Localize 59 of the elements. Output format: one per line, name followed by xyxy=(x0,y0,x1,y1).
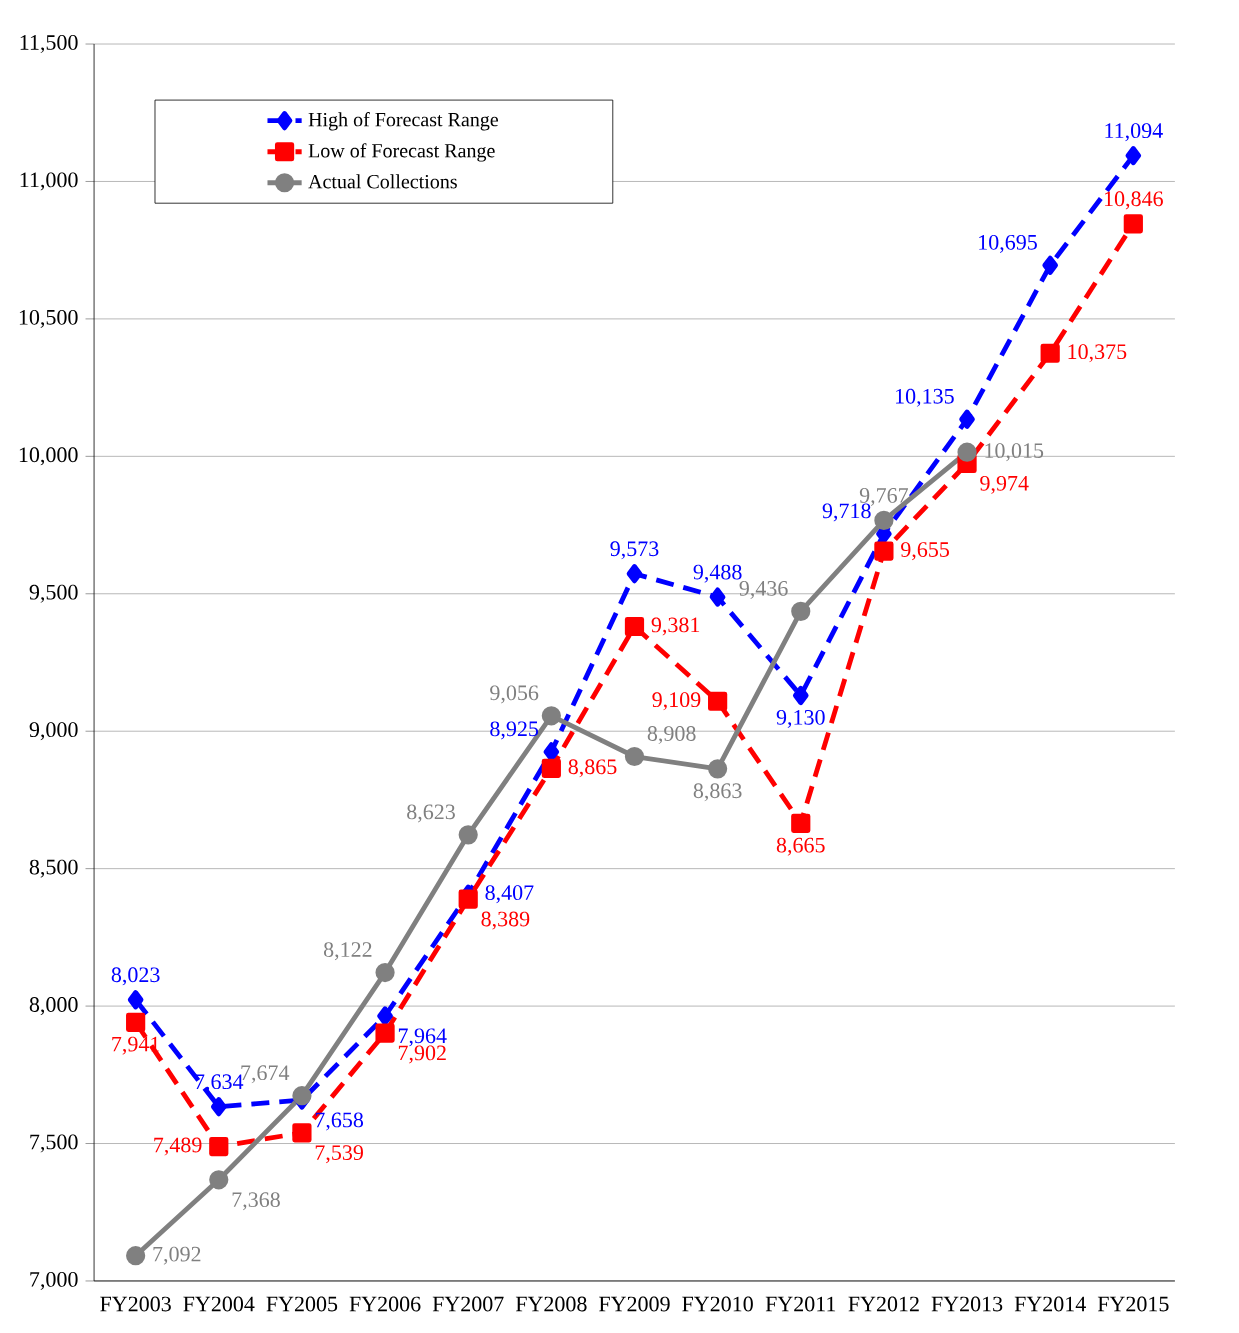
data-label: 9,130 xyxy=(776,709,825,728)
data-label: 10,375 xyxy=(1068,344,1127,363)
data-label: 8,407 xyxy=(485,885,534,904)
x-tick-label: FY2014 xyxy=(1014,1296,1086,1312)
data-label: 8,925 xyxy=(490,721,539,740)
y-tick-label: 7,000 xyxy=(30,1271,78,1290)
data-label: 11,094 xyxy=(1105,123,1163,142)
x-tick-label: FY2004 xyxy=(183,1296,255,1312)
data-label: 9,655 xyxy=(901,542,950,561)
data-label: 9,488 xyxy=(693,564,742,583)
legend-label: Low of Forecast Range xyxy=(308,143,495,162)
data-label: 8,665 xyxy=(776,837,825,856)
data-label: 8,623 xyxy=(407,804,455,823)
data-label: 7,539 xyxy=(315,1145,363,1164)
x-tick-label: FY2015 xyxy=(1097,1296,1169,1312)
data-label: 7,658 xyxy=(315,1112,364,1131)
data-label: 7,902 xyxy=(398,1045,446,1064)
data-label: 7,964 xyxy=(398,1028,447,1047)
data-label: 7,941 xyxy=(112,1036,160,1055)
data-label: 9,974 xyxy=(980,475,1029,494)
data-label: 7,092 xyxy=(153,1246,201,1265)
y-tick-label: 8,500 xyxy=(29,859,78,878)
y-tick-label: 10,500 xyxy=(19,309,78,328)
x-tick-label: FY2012 xyxy=(848,1296,919,1312)
data-label: 8,865 xyxy=(568,759,617,778)
legend-label: Actual Collections xyxy=(308,174,457,189)
y-tick-label: 11,000 xyxy=(20,172,78,191)
data-label: 8,389 xyxy=(481,911,530,930)
y-tick-label: 7,500 xyxy=(30,1134,78,1153)
data-label: 10,695 xyxy=(979,234,1037,253)
data-label: 9,109 xyxy=(652,692,701,711)
legend-label: High of Forecast Range xyxy=(308,112,499,131)
data-label: 8,023 xyxy=(111,967,160,986)
data-label: 10,135 xyxy=(896,388,954,407)
data-label: 10,015 xyxy=(985,443,1044,462)
x-tick-label: FY2013 xyxy=(931,1296,1003,1312)
y-tick-label: 8,000 xyxy=(29,997,78,1016)
x-tick-label: FY2011 xyxy=(765,1296,836,1312)
data-label: 9,381 xyxy=(651,617,700,636)
x-tick-label: FY2010 xyxy=(682,1296,753,1312)
data-label: 10,846 xyxy=(1105,191,1163,210)
data-label: 8,908 xyxy=(647,726,696,745)
y-tick-label: 11,500 xyxy=(20,35,78,54)
y-tick-label: 10,000 xyxy=(19,447,78,466)
data-label: 8,863 xyxy=(693,783,742,802)
data-label: 9,056 xyxy=(490,685,539,704)
x-tick-label: FY2005 xyxy=(266,1296,338,1312)
x-tick-label: FY2003 xyxy=(100,1296,171,1312)
y-tick-label: 9,500 xyxy=(29,584,78,603)
data-label: 7,368 xyxy=(232,1192,280,1211)
data-label: 9,436 xyxy=(739,581,788,599)
x-tick-label: FY2009 xyxy=(599,1296,670,1312)
data-label: 7,489 xyxy=(154,1137,202,1156)
data-label: 8,122 xyxy=(323,942,372,961)
data-label: 9,573 xyxy=(610,541,659,560)
x-tick-label: FY2008 xyxy=(515,1296,587,1312)
y-tick-label: 9,000 xyxy=(29,722,78,741)
x-tick-label: FY2007 xyxy=(432,1296,504,1312)
x-tick-label: FY2006 xyxy=(349,1296,421,1312)
